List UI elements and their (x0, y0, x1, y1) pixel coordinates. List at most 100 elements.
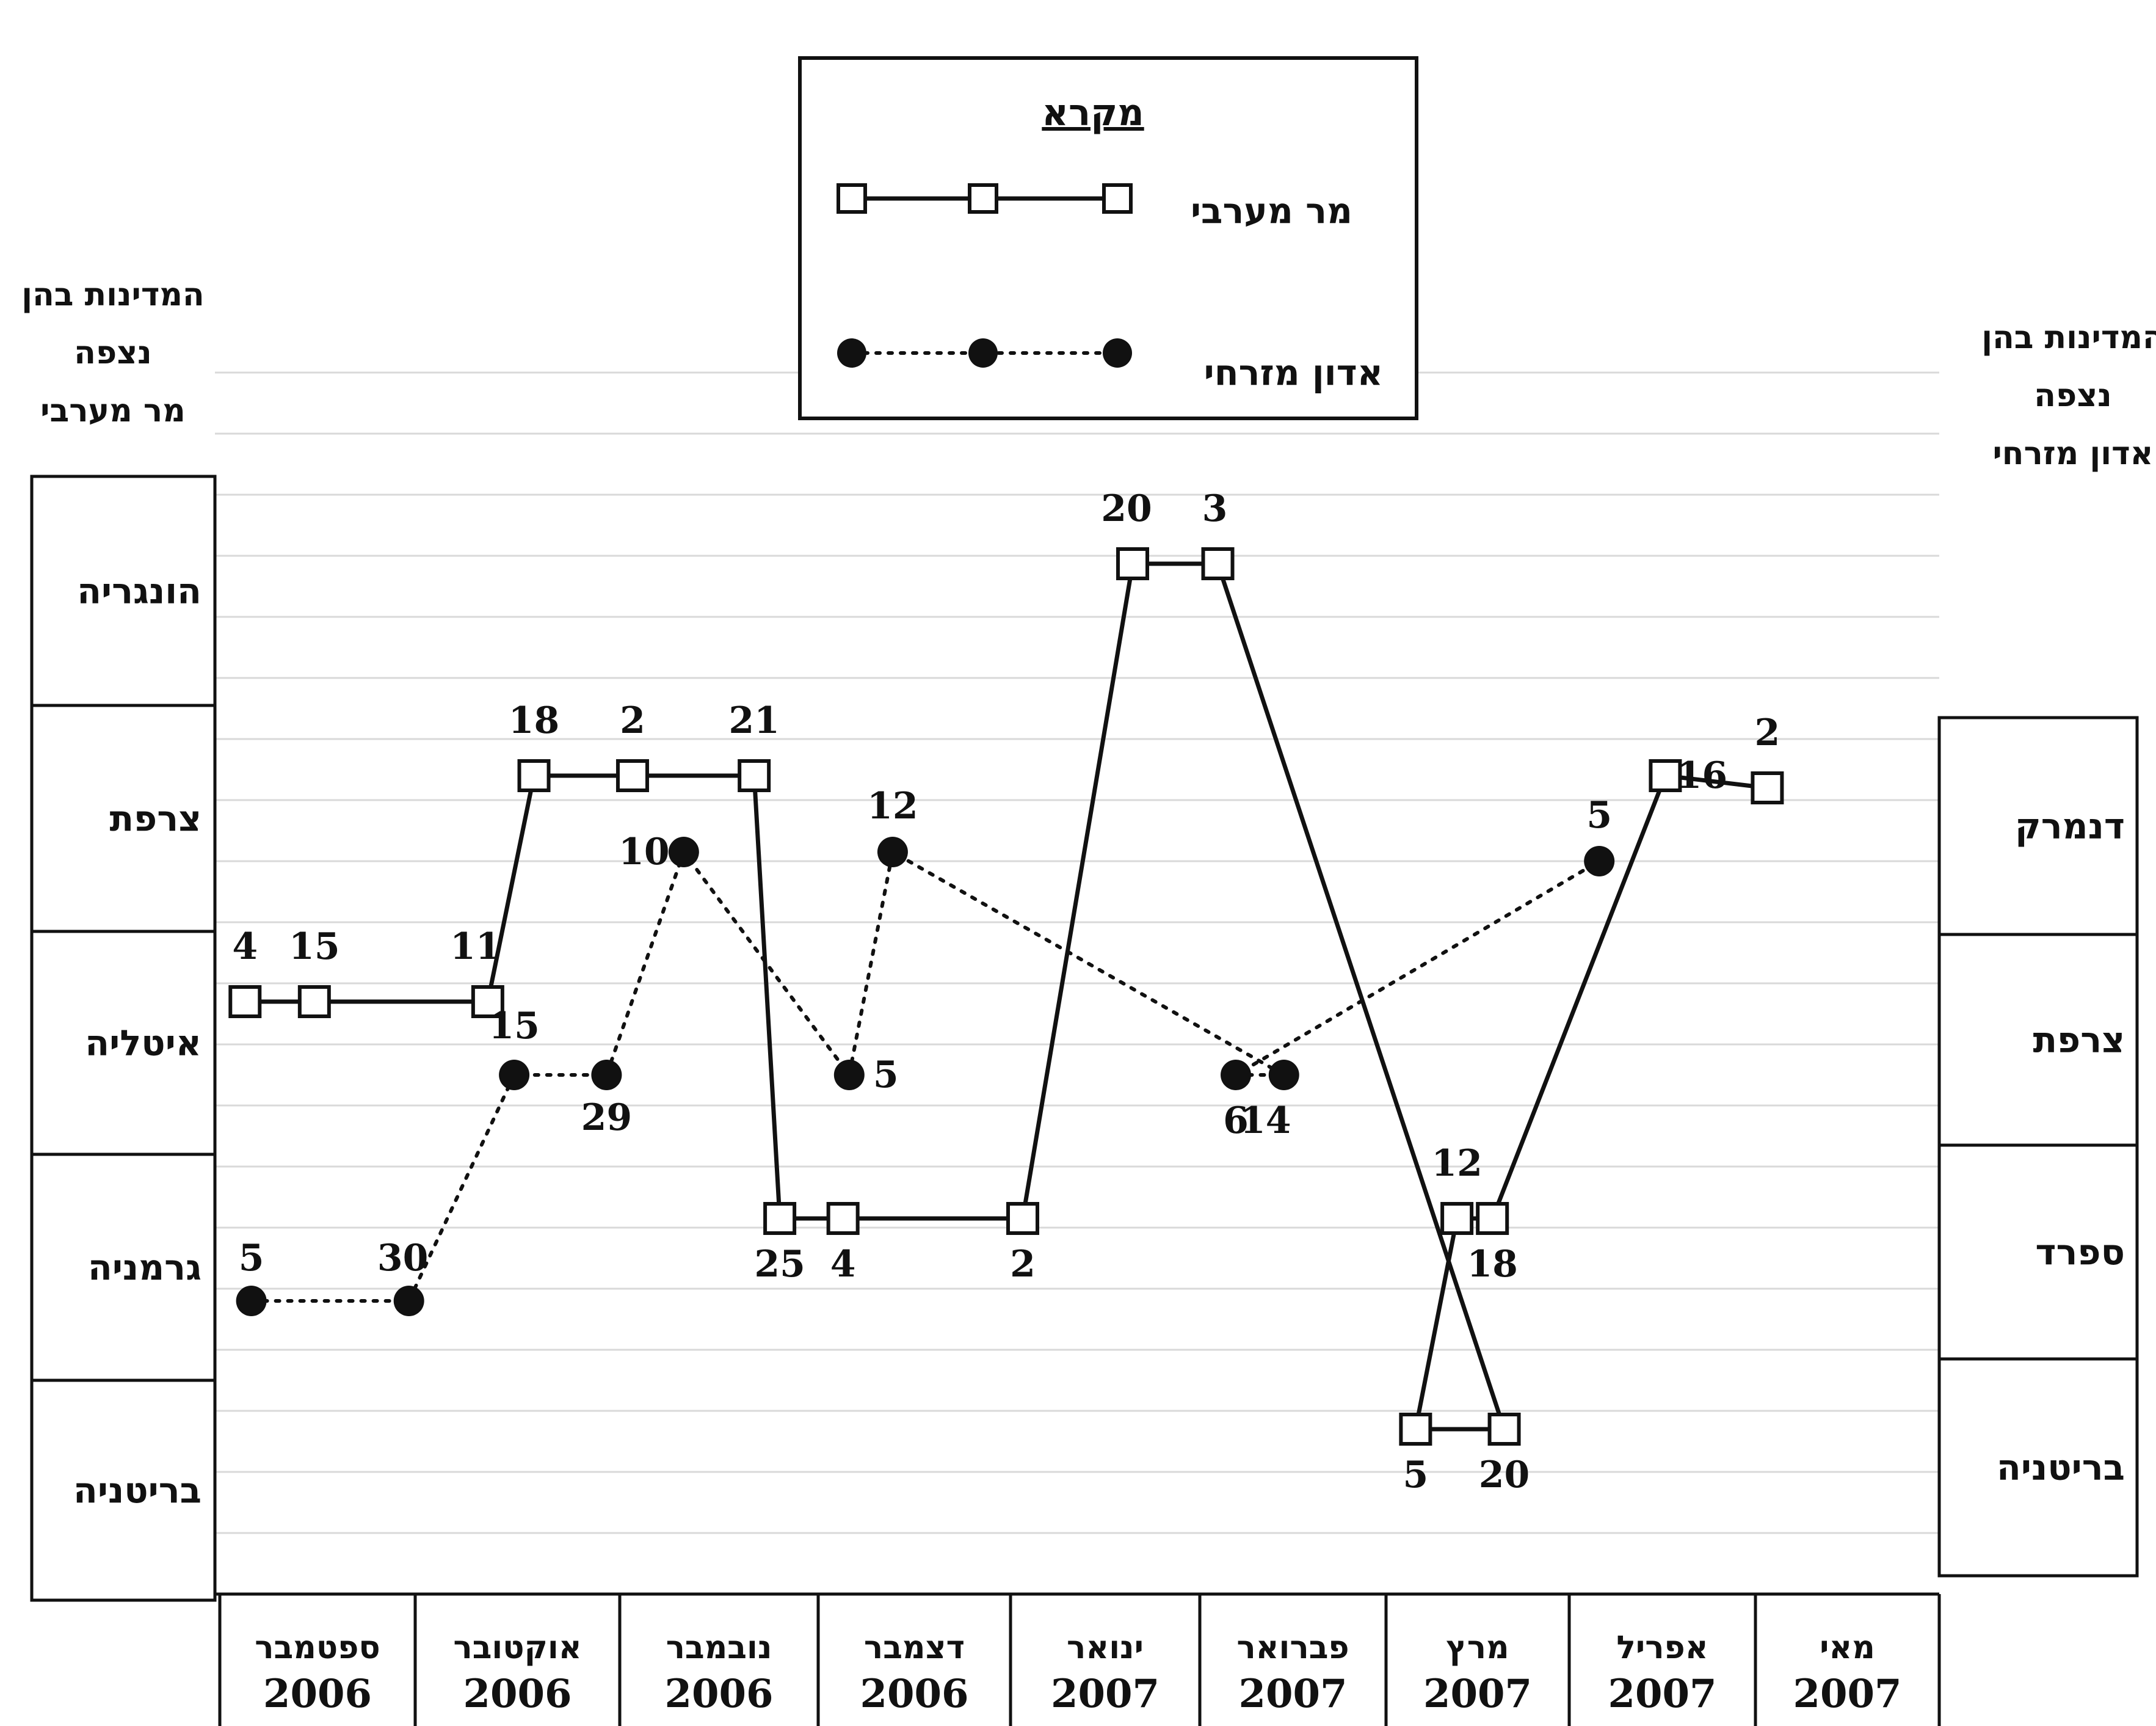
east-marker (668, 837, 699, 867)
east-data-label: 10 (619, 831, 670, 873)
east-data-label: 6 (1223, 1099, 1249, 1142)
month-label: אוקטובר (453, 1630, 581, 1666)
legend-title: מקרא (1042, 92, 1144, 134)
left-axis-title-line: נצפה (74, 335, 151, 371)
west-data-label: 12 (1431, 1142, 1483, 1185)
month-label: פברואר (1236, 1630, 1349, 1666)
right-row-label: ספרד (2035, 1231, 2125, 1273)
east-data-label: 5 (239, 1237, 264, 1280)
east-data-label: 5 (1586, 794, 1612, 837)
east-data-label: 5 (873, 1054, 899, 1096)
left-row-label: איטליה (85, 1022, 201, 1064)
right-axis-title-line: אדון מזרחי (1992, 435, 2153, 472)
west-data-label: 20 (1101, 487, 1152, 530)
legend: מקרא מר מערבי אדון מזרחי (798, 56, 1418, 420)
x-axis: ספטמבר 2006 אוקטובר 2006 נובמבר 2006 דצמבר 2006… (215, 1592, 1941, 1726)
east-marker (393, 1286, 424, 1316)
month-label: ספטמבר (255, 1630, 380, 1666)
west-marker (517, 759, 551, 792)
west-data-label: 15 (289, 925, 340, 968)
left-axis-table: הונגריה צרפת איטליה גרמניה בריטניה המדינות בה… (21, 277, 217, 1602)
year-label: 2006 (463, 1671, 572, 1717)
west-data-label: 18 (509, 699, 560, 742)
west-marker (1487, 1413, 1521, 1446)
east-marker (1268, 1060, 1299, 1090)
west-marker (297, 985, 331, 1018)
west-marker (471, 985, 504, 1018)
year-label: 2007 (1051, 1671, 1160, 1717)
east-marker (236, 1286, 267, 1316)
year-label: 2006 (263, 1671, 372, 1717)
month-label: נובמבר (666, 1630, 772, 1666)
west-data-label: 3 (1202, 487, 1228, 530)
right-row-label: בריטניה (1997, 1447, 2125, 1488)
west-data-label: 11 (450, 925, 501, 968)
left-table-frame (30, 475, 217, 1602)
east-data-label: 15 (488, 1005, 540, 1047)
legend-west-name: מר מערבי (1191, 190, 1352, 231)
west-data-label: 2 (620, 699, 645, 742)
year-label: 2007 (1793, 1671, 1901, 1717)
grid-lines (215, 371, 1939, 1534)
right-axis-table: דנמרק צרפת ספרד בריטניה המדינות בהן נצפה אדון … (1937, 319, 2156, 1578)
legend-east-name: אדון מזרחי (1204, 352, 1383, 393)
west-marker (826, 1202, 860, 1235)
legend-east-marker (837, 338, 866, 368)
west-marker (1006, 1202, 1039, 1235)
legend-east-marker (968, 338, 998, 368)
left-row-label: גרמניה (88, 1247, 201, 1288)
west-data-label: 5 (1403, 1454, 1429, 1496)
west-marker (1201, 547, 1235, 580)
year-label: 2007 (1423, 1671, 1532, 1717)
left-row-label: בריטניה (73, 1469, 201, 1511)
year-label: 2006 (860, 1671, 968, 1717)
month-label: מרץ (1446, 1630, 1509, 1666)
west-data-label: 2 (1010, 1243, 1036, 1286)
left-row-label: הונגריה (77, 570, 201, 612)
east-marker (591, 1060, 622, 1090)
west-data-label: 4 (232, 925, 258, 968)
year-label: 2006 (664, 1671, 773, 1717)
month-label: מאי (1820, 1630, 1875, 1666)
west-marker (763, 1202, 797, 1235)
month-label: ינואר (1067, 1630, 1144, 1666)
right-row-label: דנמרק (2015, 806, 2125, 847)
right-axis-title-line: המדינות בהן (1981, 319, 2156, 356)
east-data-label: 30 (377, 1237, 429, 1280)
west-marker (738, 759, 771, 792)
right-axis-title-line: נצפה (2034, 377, 2111, 414)
east-data-label: 14 (1240, 1099, 1291, 1142)
west-data-label: 25 (754, 1243, 805, 1286)
year-label: 2007 (1608, 1671, 1716, 1717)
legend-east-marker (1103, 338, 1132, 368)
east-marker (833, 1060, 865, 1090)
west-data-label: 16 (1677, 754, 1728, 797)
east-marker (877, 837, 908, 867)
month-label: אפריל (1616, 1630, 1708, 1666)
west-marker (1440, 1202, 1474, 1235)
year-label: 2007 (1238, 1671, 1347, 1717)
east-marker (1584, 846, 1615, 876)
legend-west-marker (968, 183, 998, 214)
west-data-label: 2 (1755, 712, 1780, 754)
east-data-label: 12 (867, 785, 918, 828)
east-marker (499, 1060, 530, 1090)
west-data-label: 4 (830, 1243, 856, 1286)
west-marker (1116, 547, 1149, 580)
left-row-label: צרפת (109, 798, 201, 839)
west-marker (228, 985, 262, 1018)
east-series-line (249, 848, 1602, 1303)
legend-west-marker (837, 183, 867, 214)
right-row-label: צרפת (2033, 1019, 2125, 1061)
left-axis-title-line: המדינות בהן (21, 277, 205, 313)
month-label: דצמבר (864, 1630, 965, 1666)
west-marker (1751, 771, 1784, 804)
west-data-label: 18 (1467, 1243, 1518, 1286)
west-marker (1649, 759, 1682, 792)
legend-west-marker (1102, 183, 1133, 214)
west-marker (1399, 1413, 1432, 1446)
west-data-label: 21 (728, 699, 780, 742)
east-data-label: 29 (581, 1096, 633, 1139)
